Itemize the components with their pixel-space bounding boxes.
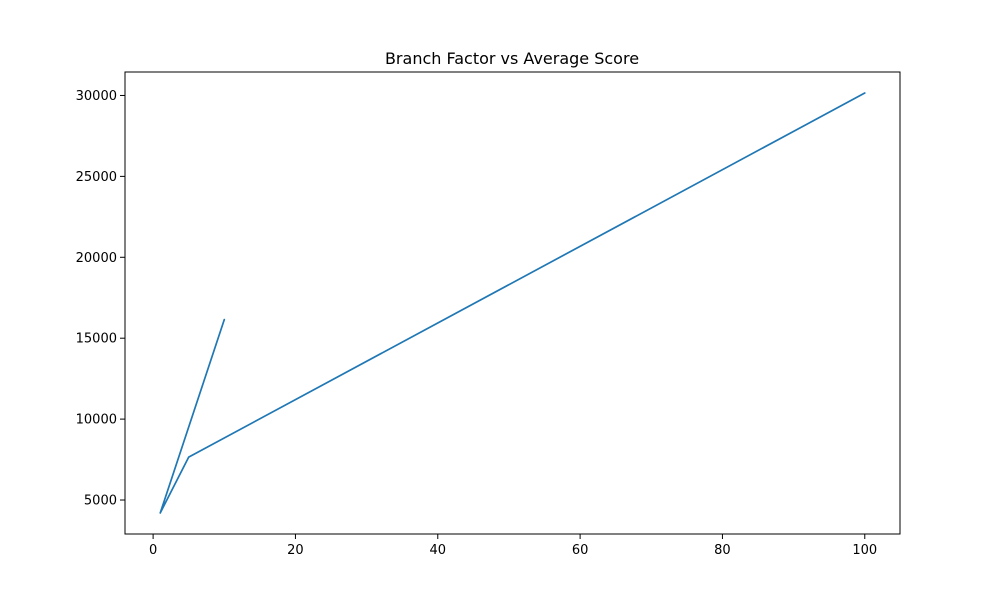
x-axis: 0 20 40 60 80 100 <box>149 534 877 558</box>
y-tick-label: 10000 <box>76 413 117 428</box>
x-tick-label: 40 <box>430 543 447 558</box>
x-tick-label: 0 <box>149 543 157 558</box>
x-tick-label: 80 <box>714 543 731 558</box>
y-tick-label: 5000 <box>84 494 117 509</box>
x-tick-label: 20 <box>287 543 304 558</box>
y-tick-label: 25000 <box>76 170 117 185</box>
x-tick-label: 100 <box>852 543 877 558</box>
y-axis: 5000 10000 15000 20000 25000 30000 <box>76 89 125 509</box>
x-tick-label: 60 <box>572 543 589 558</box>
plot-area <box>159 92 866 514</box>
y-tick-label: 30000 <box>76 89 117 104</box>
y-tick-label: 20000 <box>76 251 117 266</box>
axes-frame <box>124 71 901 535</box>
series-line <box>159 92 866 514</box>
chart-title: Branch Factor vs Average Score <box>385 49 639 68</box>
y-tick-label: 15000 <box>76 332 117 347</box>
